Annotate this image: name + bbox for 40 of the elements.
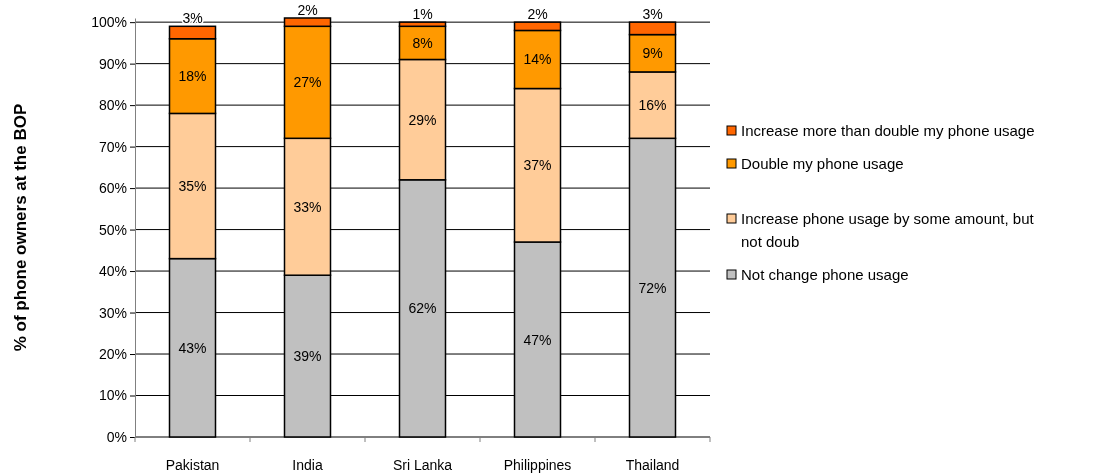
x-tick-label: Pakistan	[165, 457, 220, 473]
data-label: 43%	[178, 339, 207, 356]
data-label: 29%	[408, 111, 437, 128]
data-label: 27%	[293, 74, 322, 91]
y-tick-label: 80%	[98, 97, 127, 114]
data-label: 9%	[642, 45, 663, 62]
y-tick-label: 70%	[98, 138, 127, 155]
data-label: 16%	[638, 97, 667, 114]
data-label: 3%	[642, 6, 663, 23]
data-label: 62%	[408, 300, 437, 317]
data-label: 2%	[297, 2, 318, 18]
data-label: 14%	[523, 51, 552, 68]
x-tick-label: Philippines	[503, 457, 572, 473]
data-label: 2%	[527, 6, 548, 23]
data-label: 72%	[638, 279, 667, 296]
y-tick-label: 40%	[98, 263, 127, 280]
y-tick-label: 10%	[98, 387, 127, 404]
legend-label: Increase more than double my phone usage	[741, 122, 1035, 139]
x-tick-label: Thailand	[625, 457, 680, 473]
data-label: 18%	[178, 68, 207, 85]
data-label: 8%	[412, 34, 433, 51]
legend-label: Increase phone usage by some amount, but not doub	[741, 210, 1035, 250]
data-label: 35%	[178, 178, 207, 195]
legend-label: Double my phone usage	[741, 155, 904, 172]
y-tick-label: 100%	[91, 14, 127, 31]
data-label: 1%	[412, 6, 433, 23]
y-tick-label: 0%	[106, 428, 127, 445]
data-label: 37%	[523, 157, 552, 174]
x-tick-label: Sri Lanka	[392, 457, 453, 473]
y-tick-label: 50%	[98, 221, 127, 238]
x-tick-label: India	[292, 457, 323, 473]
y-axis-title: % of phone owners at the BOP	[11, 103, 30, 352]
y-tick-label: 60%	[98, 180, 127, 197]
data-label: 47%	[523, 331, 552, 348]
y-tick-label: 90%	[98, 55, 127, 72]
data-label: 39%	[293, 348, 322, 365]
y-tick-label: 20%	[98, 346, 127, 363]
legend-label: Not change phone usage	[741, 266, 909, 283]
data-label: 33%	[293, 198, 322, 215]
y-tick-label: 30%	[98, 304, 127, 321]
